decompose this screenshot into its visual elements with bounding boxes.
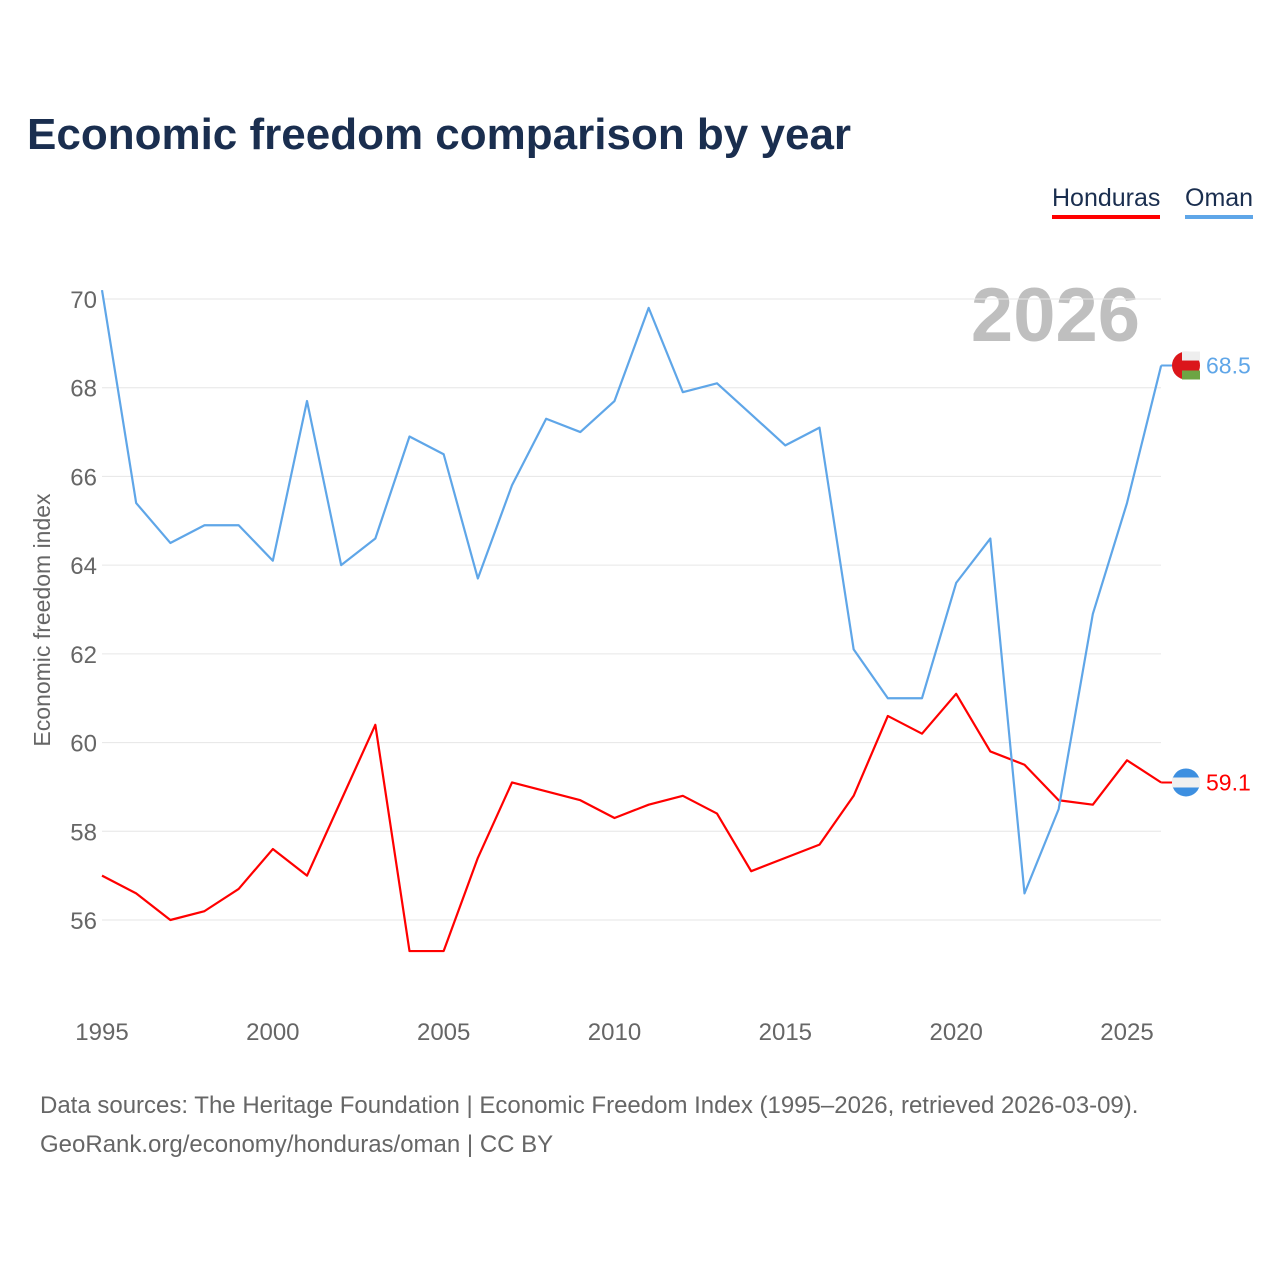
footer: Data sources: The Heritage Foundation | … bbox=[40, 1086, 1138, 1164]
x-tick-label: 2005 bbox=[417, 1019, 470, 1046]
y-tick-label: 62 bbox=[70, 642, 97, 669]
data-source-text: Data sources: The Heritage Foundation | … bbox=[40, 1092, 1139, 1119]
x-tick-label: 2010 bbox=[588, 1019, 641, 1046]
y-tick-label: 56 bbox=[70, 908, 97, 935]
y-tick-label: 70 bbox=[70, 287, 97, 314]
series-line-oman bbox=[100, 289, 1163, 895]
y-tick-label: 66 bbox=[70, 464, 97, 491]
series-line-honduras bbox=[101, 692, 1162, 953]
oman-flag-icon bbox=[1172, 351, 1200, 380]
chart-title: Economic freedom comparison by year bbox=[27, 110, 852, 159]
year-watermark: 2026 bbox=[971, 273, 1140, 358]
y-tick-label: 68 bbox=[70, 376, 97, 403]
y-tick-label: 64 bbox=[70, 553, 97, 580]
legend-honduras[interactable]: Honduras bbox=[1052, 184, 1161, 219]
y-axis-label: Economic freedom index bbox=[29, 493, 55, 747]
x-tick-label: 2015 bbox=[759, 1019, 812, 1046]
legend-oman[interactable]: Oman bbox=[1185, 184, 1254, 219]
x-tick-label: 2000 bbox=[246, 1019, 299, 1046]
x-tick-label: 2025 bbox=[1100, 1019, 1153, 1046]
x-tick-label: 1995 bbox=[75, 1019, 128, 1046]
y-tick-label: 58 bbox=[70, 819, 97, 846]
attribution-text: GeoRank.org/economy/honduras/oman | CC B… bbox=[40, 1131, 554, 1158]
y-tick-label: 60 bbox=[70, 731, 97, 758]
x-tick-label: 2020 bbox=[929, 1019, 982, 1046]
end-value-label-oman: 68.5 bbox=[1206, 353, 1251, 379]
end-value-label-honduras: 59.1 bbox=[1206, 769, 1251, 795]
honduras-flag-icon bbox=[1172, 768, 1200, 797]
